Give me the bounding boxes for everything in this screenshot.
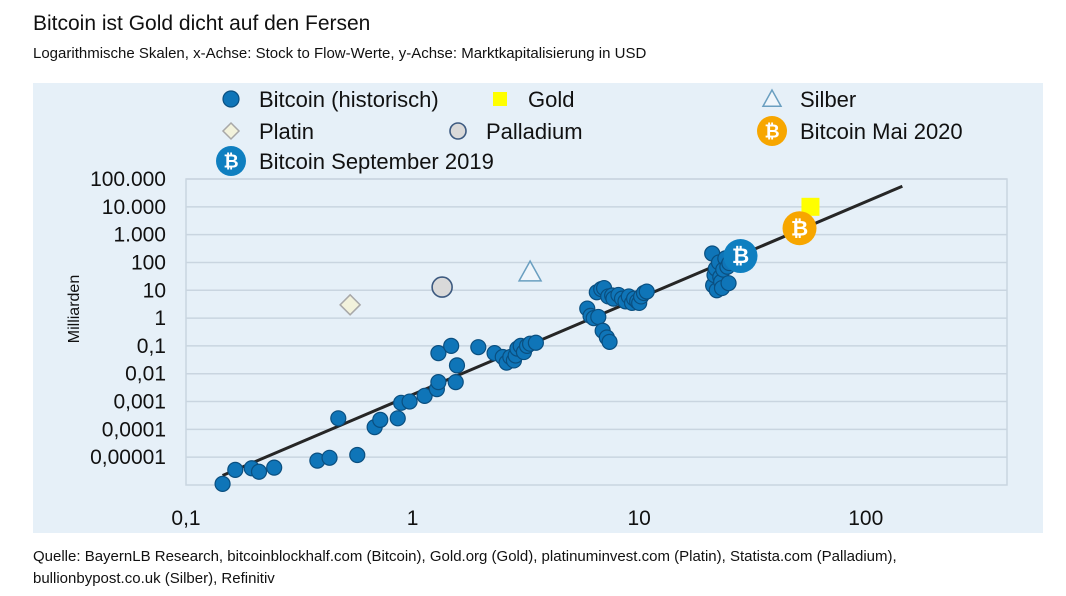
point-silver <box>517 259 543 282</box>
point-bitcoin-hist <box>470 339 487 356</box>
scatter-chart: 100.000 10.000 1.000 100 10 1 0,1 0,01 0,001 0,00… <box>66 87 1008 530</box>
source-line-1: Quelle: BayernLB Research, bitcoinblockh… <box>33 548 897 565</box>
y-tick-label: 100.000 <box>90 168 166 191</box>
y-tick-label: 10.000 <box>102 196 166 219</box>
legend-item-platin: Platin <box>221 119 314 144</box>
legend-item-btc-sep2019: ₿ Bitcoin September 2019 <box>216 146 494 176</box>
legend-marker: ₿ <box>757 116 787 146</box>
x-tick-label: 1 <box>407 507 419 530</box>
legend-marker: ₿ <box>216 146 246 176</box>
legend-label: Gold <box>528 87 574 112</box>
point-bitcoin-hist <box>527 334 544 351</box>
bitcoin-icon: ₿ <box>764 121 779 142</box>
legend-item-btc-may2020: ₿ Bitcoin Mai 2020 <box>757 116 963 146</box>
y-tick-label: 0,0001 <box>102 418 166 441</box>
bitcoin-icon-circle <box>782 211 817 246</box>
point-gold <box>801 197 820 216</box>
chart-subtitle: Logarithmische Skalen, x-Achse: Stock to… <box>33 45 647 62</box>
point-bitcoin-hist <box>266 459 283 476</box>
data-points: ₿₿ <box>214 197 820 492</box>
bitcoin-icon-circle <box>757 116 787 146</box>
point-bitcoin-hist <box>321 449 338 466</box>
point-bitcoin-hist <box>601 333 618 350</box>
y-tick-label: 0,01 <box>125 363 166 386</box>
legend-item-gold: Gold <box>493 87 574 112</box>
x-tick-label: 10 <box>628 507 651 530</box>
legend-label: Silber <box>800 87 856 112</box>
chart-title: Bitcoin ist Gold dicht auf den Fersen <box>33 12 371 35</box>
y-tick-label: 1.000 <box>113 224 166 247</box>
y-tick-label: 0,00001 <box>90 446 166 469</box>
gridlines <box>185 178 1008 486</box>
legend-marker <box>493 92 507 106</box>
chart-panel: 100.000 10.000 1.000 100 10 1 0,1 0,01 0,001 0,00… <box>33 83 1043 533</box>
y-tick-label: 1 <box>154 307 166 330</box>
point-bitcoin-hist <box>430 374 447 391</box>
point-btc-sep2019: ₿ <box>723 239 758 274</box>
legend-item-bitcoin-hist: Bitcoin (historisch) <box>222 87 439 112</box>
legend: Bitcoin (historisch) Gold Silber Platin Pall… <box>216 87 963 176</box>
bitcoin-icon: ₿ <box>791 216 808 241</box>
y-tick-label: 0,001 <box>113 391 166 414</box>
legend-item-palladium: Palladium <box>449 119 583 144</box>
point-bitcoin-hist <box>401 393 418 410</box>
point-bitcoin-hist <box>638 283 655 300</box>
point-palladium <box>431 276 453 298</box>
legend-label: Bitcoin (historisch) <box>259 87 439 112</box>
point-bitcoin-hist <box>430 345 447 362</box>
bitcoin-icon-circle <box>216 146 246 176</box>
point-platin <box>339 293 362 316</box>
legend-marker <box>761 88 783 107</box>
legend-label: Bitcoin September 2019 <box>259 149 494 174</box>
bitcoin-icon: ₿ <box>732 244 749 269</box>
legend-label: Bitcoin Mai 2020 <box>800 119 963 144</box>
point-bitcoin-hist <box>372 411 389 428</box>
y-tick-label: 0,1 <box>137 335 166 358</box>
legend-marker <box>449 122 467 140</box>
legend-label: Palladium <box>486 119 583 144</box>
y-axis-label: Milliarden <box>66 275 83 343</box>
legend-item-silver: Silber <box>761 87 856 112</box>
point-bitcoin-hist <box>330 410 347 427</box>
point-bitcoin-hist <box>720 275 737 292</box>
point-btc-may2020: ₿ <box>782 211 817 246</box>
source-note: Quelle: BayernLB Research, bitcoinblockh… <box>33 546 1063 590</box>
point-bitcoin-hist <box>349 446 366 464</box>
point-bitcoin-hist <box>214 475 231 492</box>
point-bitcoin-hist <box>590 308 607 326</box>
y-axis-ticks: 100.000 10.000 1.000 100 10 1 0,1 0,01 0,001 0,00… <box>90 168 166 469</box>
x-tick-label: 0,1 <box>171 507 200 530</box>
bitcoin-icon-circle <box>723 239 758 274</box>
point-bitcoin-hist <box>250 463 268 480</box>
y-tick-label: 100 <box>131 251 166 274</box>
bitcoin-icon: ₿ <box>223 151 238 172</box>
x-axis-ticks: 0,1 1 10 100 <box>171 507 883 530</box>
legend-marker <box>222 90 240 108</box>
y-tick-label: 10 <box>143 279 166 302</box>
legend-label: Platin <box>259 119 314 144</box>
point-bitcoin-hist <box>447 374 464 391</box>
source-line-2: bullionbypost.co.uk (Silber), Refinitiv <box>33 570 275 587</box>
point-bitcoin-hist <box>227 461 244 478</box>
x-tick-label: 100 <box>848 507 883 530</box>
point-bitcoin-hist <box>448 357 466 374</box>
point-bitcoin-hist <box>443 337 460 355</box>
point-bitcoin-hist <box>389 410 406 427</box>
legend-marker <box>221 121 241 141</box>
point-bitcoin-hist <box>416 387 433 404</box>
